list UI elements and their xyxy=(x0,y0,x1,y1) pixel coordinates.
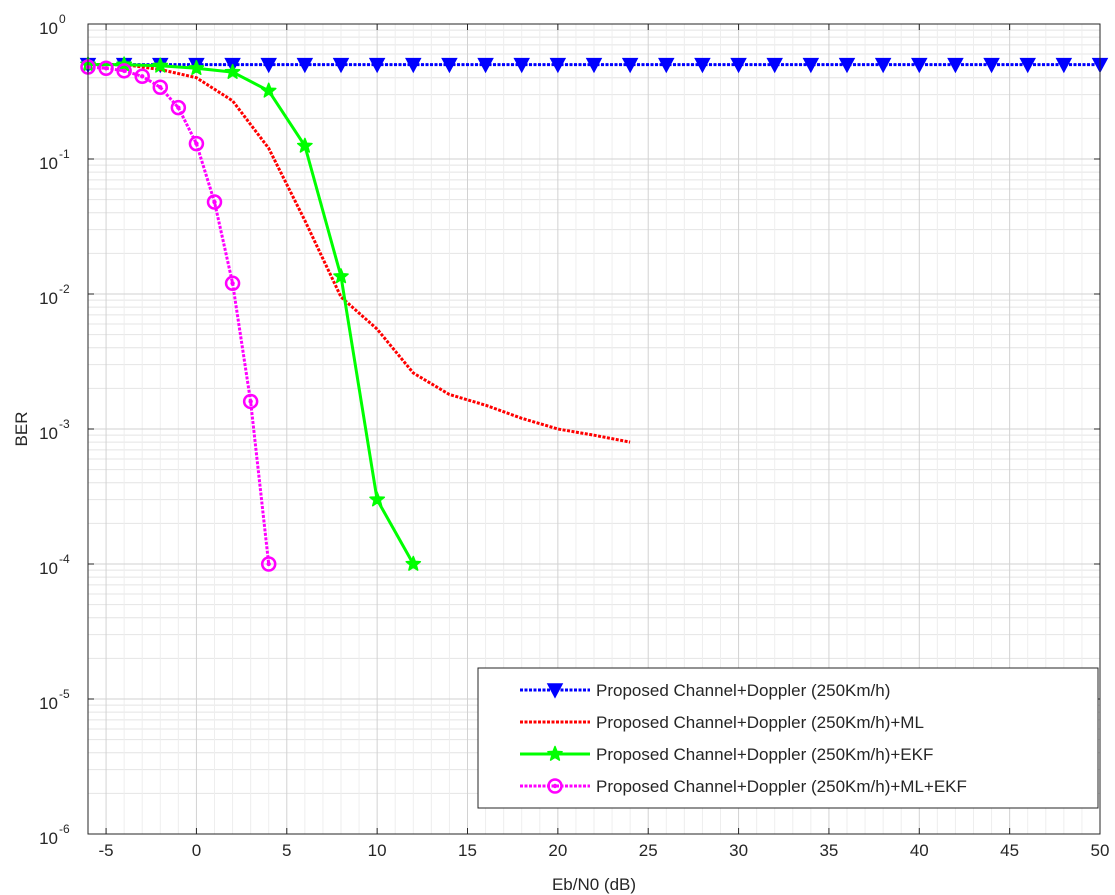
series-marker-3 xyxy=(134,68,150,85)
legend-label-1: Proposed Channel+Doppler (250Km/h)+ML xyxy=(596,713,924,732)
x-tick-label: 10 xyxy=(368,841,387,860)
series-marker-3-center xyxy=(140,74,145,79)
grid-layer xyxy=(87,23,1101,835)
legend-label-0: Proposed Channel+Doppler (250Km/h) xyxy=(596,681,890,700)
legend: Proposed Channel+Doppler (250Km/h) Propos… xyxy=(477,667,1099,809)
series-marker-2 xyxy=(405,555,422,571)
y-tick-label: 10 xyxy=(39,694,58,713)
axes-layer: -5 0 5 10 15 20 25 30 35 40 45 5010-610-510-410-310… xyxy=(39,12,1109,860)
series-marker-0 xyxy=(585,57,603,74)
series-marker-0 xyxy=(513,57,530,74)
x-tick-label: 30 xyxy=(729,841,748,860)
y-tick-exponent: -3 xyxy=(59,417,70,431)
y-tick-label: 10 xyxy=(39,829,58,848)
series-marker-3 xyxy=(242,393,259,410)
x-tick-label: 50 xyxy=(1091,841,1110,860)
y-tick-label: 10 xyxy=(39,559,58,578)
y-tick-exponent: -4 xyxy=(59,552,70,566)
legend-marker-3 xyxy=(547,778,563,794)
series-marker-3-center xyxy=(103,66,109,71)
series-marker-0 xyxy=(802,57,820,74)
series-marker-3-center xyxy=(248,399,253,404)
legend-label-3: Proposed Channel+Doppler (250Km/h)+ML+EK… xyxy=(596,777,967,796)
legend-marker-2 xyxy=(547,745,563,761)
series-marker-3 xyxy=(188,135,205,152)
series-line-1 xyxy=(88,63,631,444)
series-marker-0 xyxy=(766,57,783,74)
legend-marker-0 xyxy=(546,683,564,699)
y-tick-exponent: -5 xyxy=(59,687,70,701)
series-marker-0 xyxy=(730,57,747,74)
series-marker-3 xyxy=(206,194,223,210)
series-marker-0 xyxy=(947,57,964,74)
series-line-2 xyxy=(88,63,415,565)
series-marker-0 xyxy=(874,57,892,74)
series-marker-0 xyxy=(549,57,567,74)
series-marker-3 xyxy=(116,63,132,79)
series-marker-3-center xyxy=(266,561,271,567)
y-tick-exponent: -1 xyxy=(59,147,70,161)
y-tick-label: 10 xyxy=(39,154,58,173)
series-marker-3-center xyxy=(212,199,217,205)
series-marker-3-center xyxy=(176,105,181,110)
series-marker-3 xyxy=(224,275,241,292)
series-marker-2 xyxy=(260,82,277,98)
series-marker-2 xyxy=(296,137,313,153)
series-marker-0 xyxy=(441,57,458,74)
series-marker-0 xyxy=(1055,57,1073,74)
y-tick-exponent: -6 xyxy=(59,822,70,836)
x-tick-label: 0 xyxy=(192,841,201,860)
series-layer xyxy=(79,56,1109,572)
series-marker-3-center xyxy=(121,68,127,74)
series-marker-2 xyxy=(224,63,241,79)
series-marker-3-center xyxy=(230,281,235,286)
series-marker-2 xyxy=(152,57,169,73)
series-marker-0 xyxy=(332,57,350,74)
series-marker-3-center xyxy=(158,85,163,90)
series-marker-3 xyxy=(152,79,169,96)
x-tick-label: -5 xyxy=(99,841,114,860)
series-marker-0 xyxy=(983,57,1000,74)
y-tick-exponent: -2 xyxy=(59,282,70,296)
y-tick-label: 10 xyxy=(39,424,58,443)
legend-label-2: Proposed Channel+Doppler (250Km/h)+EKF xyxy=(596,745,933,764)
series-marker-0 xyxy=(621,57,639,74)
x-tick-label: 20 xyxy=(548,841,567,860)
series-marker-0 xyxy=(911,57,928,74)
series-marker-2 xyxy=(369,491,386,507)
x-tick-label: 45 xyxy=(1000,841,1019,860)
series-marker-0 xyxy=(405,57,422,74)
x-axis-title: Eb/N0 (dB) xyxy=(552,875,636,894)
series-marker-0 xyxy=(260,57,277,74)
x-tick-label: 15 xyxy=(458,841,477,860)
series-marker-0 xyxy=(1019,57,1036,74)
x-tick-label: 35 xyxy=(819,841,838,860)
x-tick-label: 25 xyxy=(639,841,658,860)
y-tick-label: 10 xyxy=(39,289,58,308)
series-marker-0 xyxy=(838,57,856,74)
x-tick-label: 40 xyxy=(910,841,929,860)
y-axis-title: BER xyxy=(12,412,31,447)
series-marker-3 xyxy=(98,60,114,77)
legend-marker-3-center xyxy=(552,783,558,789)
series-marker-0 xyxy=(368,57,386,74)
series-marker-0 xyxy=(296,57,314,74)
x-tick-label: 5 xyxy=(282,841,291,860)
series-marker-2 xyxy=(333,268,349,284)
series-marker-0 xyxy=(694,57,711,74)
series-marker-2 xyxy=(188,60,205,76)
series-marker-0 xyxy=(658,57,675,74)
y-tick-exponent: 0 xyxy=(59,12,66,26)
y-tick-label: 10 xyxy=(39,19,58,38)
series-marker-3 xyxy=(170,99,187,116)
series-marker-3-center xyxy=(194,141,199,146)
series-marker-0 xyxy=(477,57,494,74)
series-marker-3 xyxy=(260,556,277,572)
